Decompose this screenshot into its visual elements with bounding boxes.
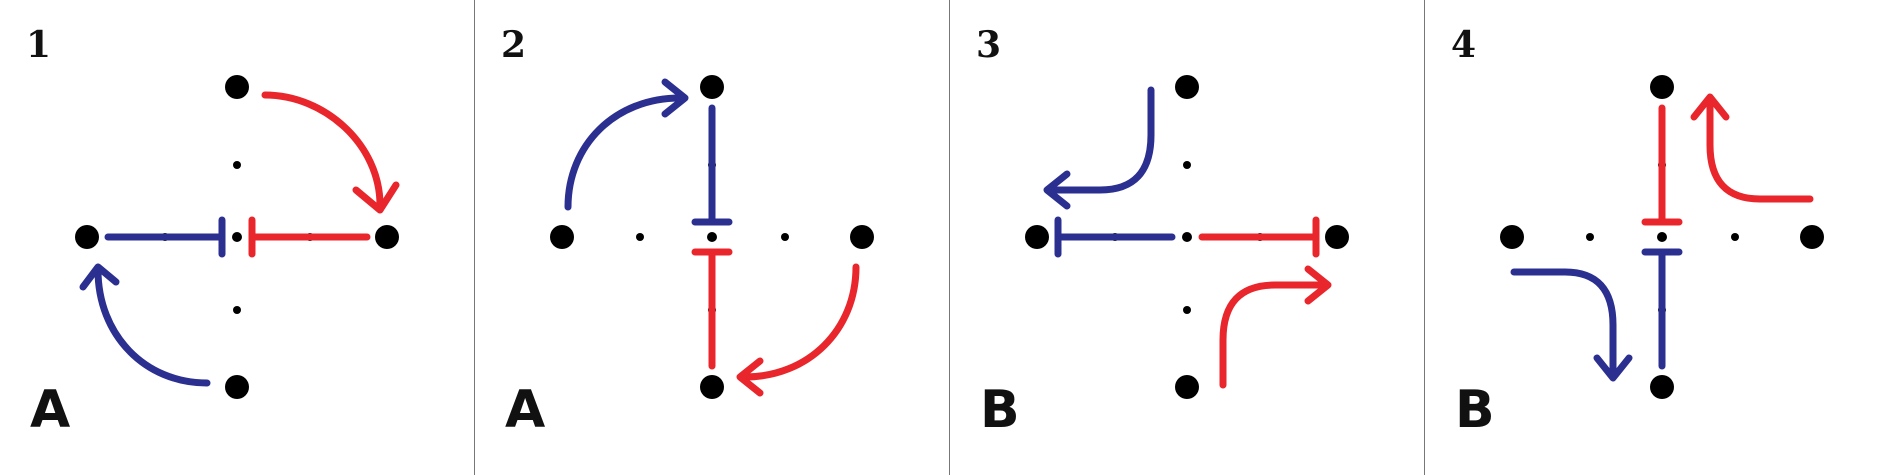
- node-top: [700, 75, 724, 99]
- small-dot: [1586, 233, 1594, 241]
- red-curved-arrow: [1690, 93, 1814, 203]
- panel-1: 1 A: [0, 0, 475, 475]
- node-left: [1500, 225, 1524, 249]
- node-right: [1325, 225, 1349, 249]
- small-dot: [636, 233, 644, 241]
- node-right: [1800, 225, 1824, 249]
- panel-2: 2 A: [475, 0, 950, 475]
- panel-number: 1: [26, 24, 52, 66]
- node-right: [850, 225, 874, 249]
- small-dot: [1183, 306, 1191, 314]
- red-curved-arrow: [736, 263, 860, 397]
- small-dot: [1183, 161, 1191, 169]
- center-dot: [1657, 232, 1667, 242]
- panel-2-diagram: [550, 75, 874, 399]
- panel-number: 2: [501, 24, 527, 66]
- blue-curved-arrow: [1510, 268, 1633, 382]
- panel-4-diagram: [1500, 75, 1824, 399]
- red-inhibition-bar: [1198, 216, 1320, 258]
- red-inhibition-bar: [248, 216, 371, 258]
- red-curved-arrow: [1219, 265, 1332, 389]
- panel-number: 4: [1451, 24, 1477, 66]
- panel-3-diagram: [1025, 75, 1349, 399]
- center-dot: [1182, 232, 1192, 242]
- small-dot: [1731, 233, 1739, 241]
- small-dot: [233, 161, 241, 169]
- red-inhibition-bar: [691, 248, 733, 370]
- panel-letter: A: [505, 380, 546, 440]
- panel-letter: B: [980, 380, 1020, 440]
- small-dot: [781, 233, 789, 241]
- red-curved-arrow: [261, 91, 400, 214]
- blue-inhibition-bar: [1054, 216, 1176, 258]
- panel-letter: B: [1455, 380, 1495, 440]
- node-top: [225, 75, 249, 99]
- node-top: [1650, 75, 1674, 99]
- center-dot: [707, 232, 717, 242]
- node-right: [375, 225, 399, 249]
- node-bottom: [1175, 375, 1199, 399]
- node-left: [75, 225, 99, 249]
- blue-curved-arrow: [1043, 86, 1155, 210]
- blue-curved-arrow: [564, 78, 689, 211]
- panel-4: 4 B: [1425, 0, 1900, 475]
- panel-letter: A: [30, 380, 71, 440]
- node-bottom: [700, 375, 724, 399]
- blue-inhibition-bar: [691, 104, 733, 226]
- node-left: [550, 225, 574, 249]
- small-dot: [233, 306, 241, 314]
- panel-3: 3 B: [950, 0, 1425, 475]
- node-left: [1025, 225, 1049, 249]
- node-bottom: [225, 375, 249, 399]
- panel-number: 3: [976, 24, 1002, 66]
- panel-1-diagram: [75, 75, 400, 399]
- node-top: [1175, 75, 1199, 99]
- blue-inhibition-bar: [104, 216, 226, 258]
- node-bottom: [1650, 375, 1674, 399]
- center-dot: [232, 232, 242, 242]
- blue-inhibition-bar: [1641, 248, 1683, 370]
- blue-curved-arrow: [79, 263, 211, 387]
- red-inhibition-bar: [1641, 104, 1683, 226]
